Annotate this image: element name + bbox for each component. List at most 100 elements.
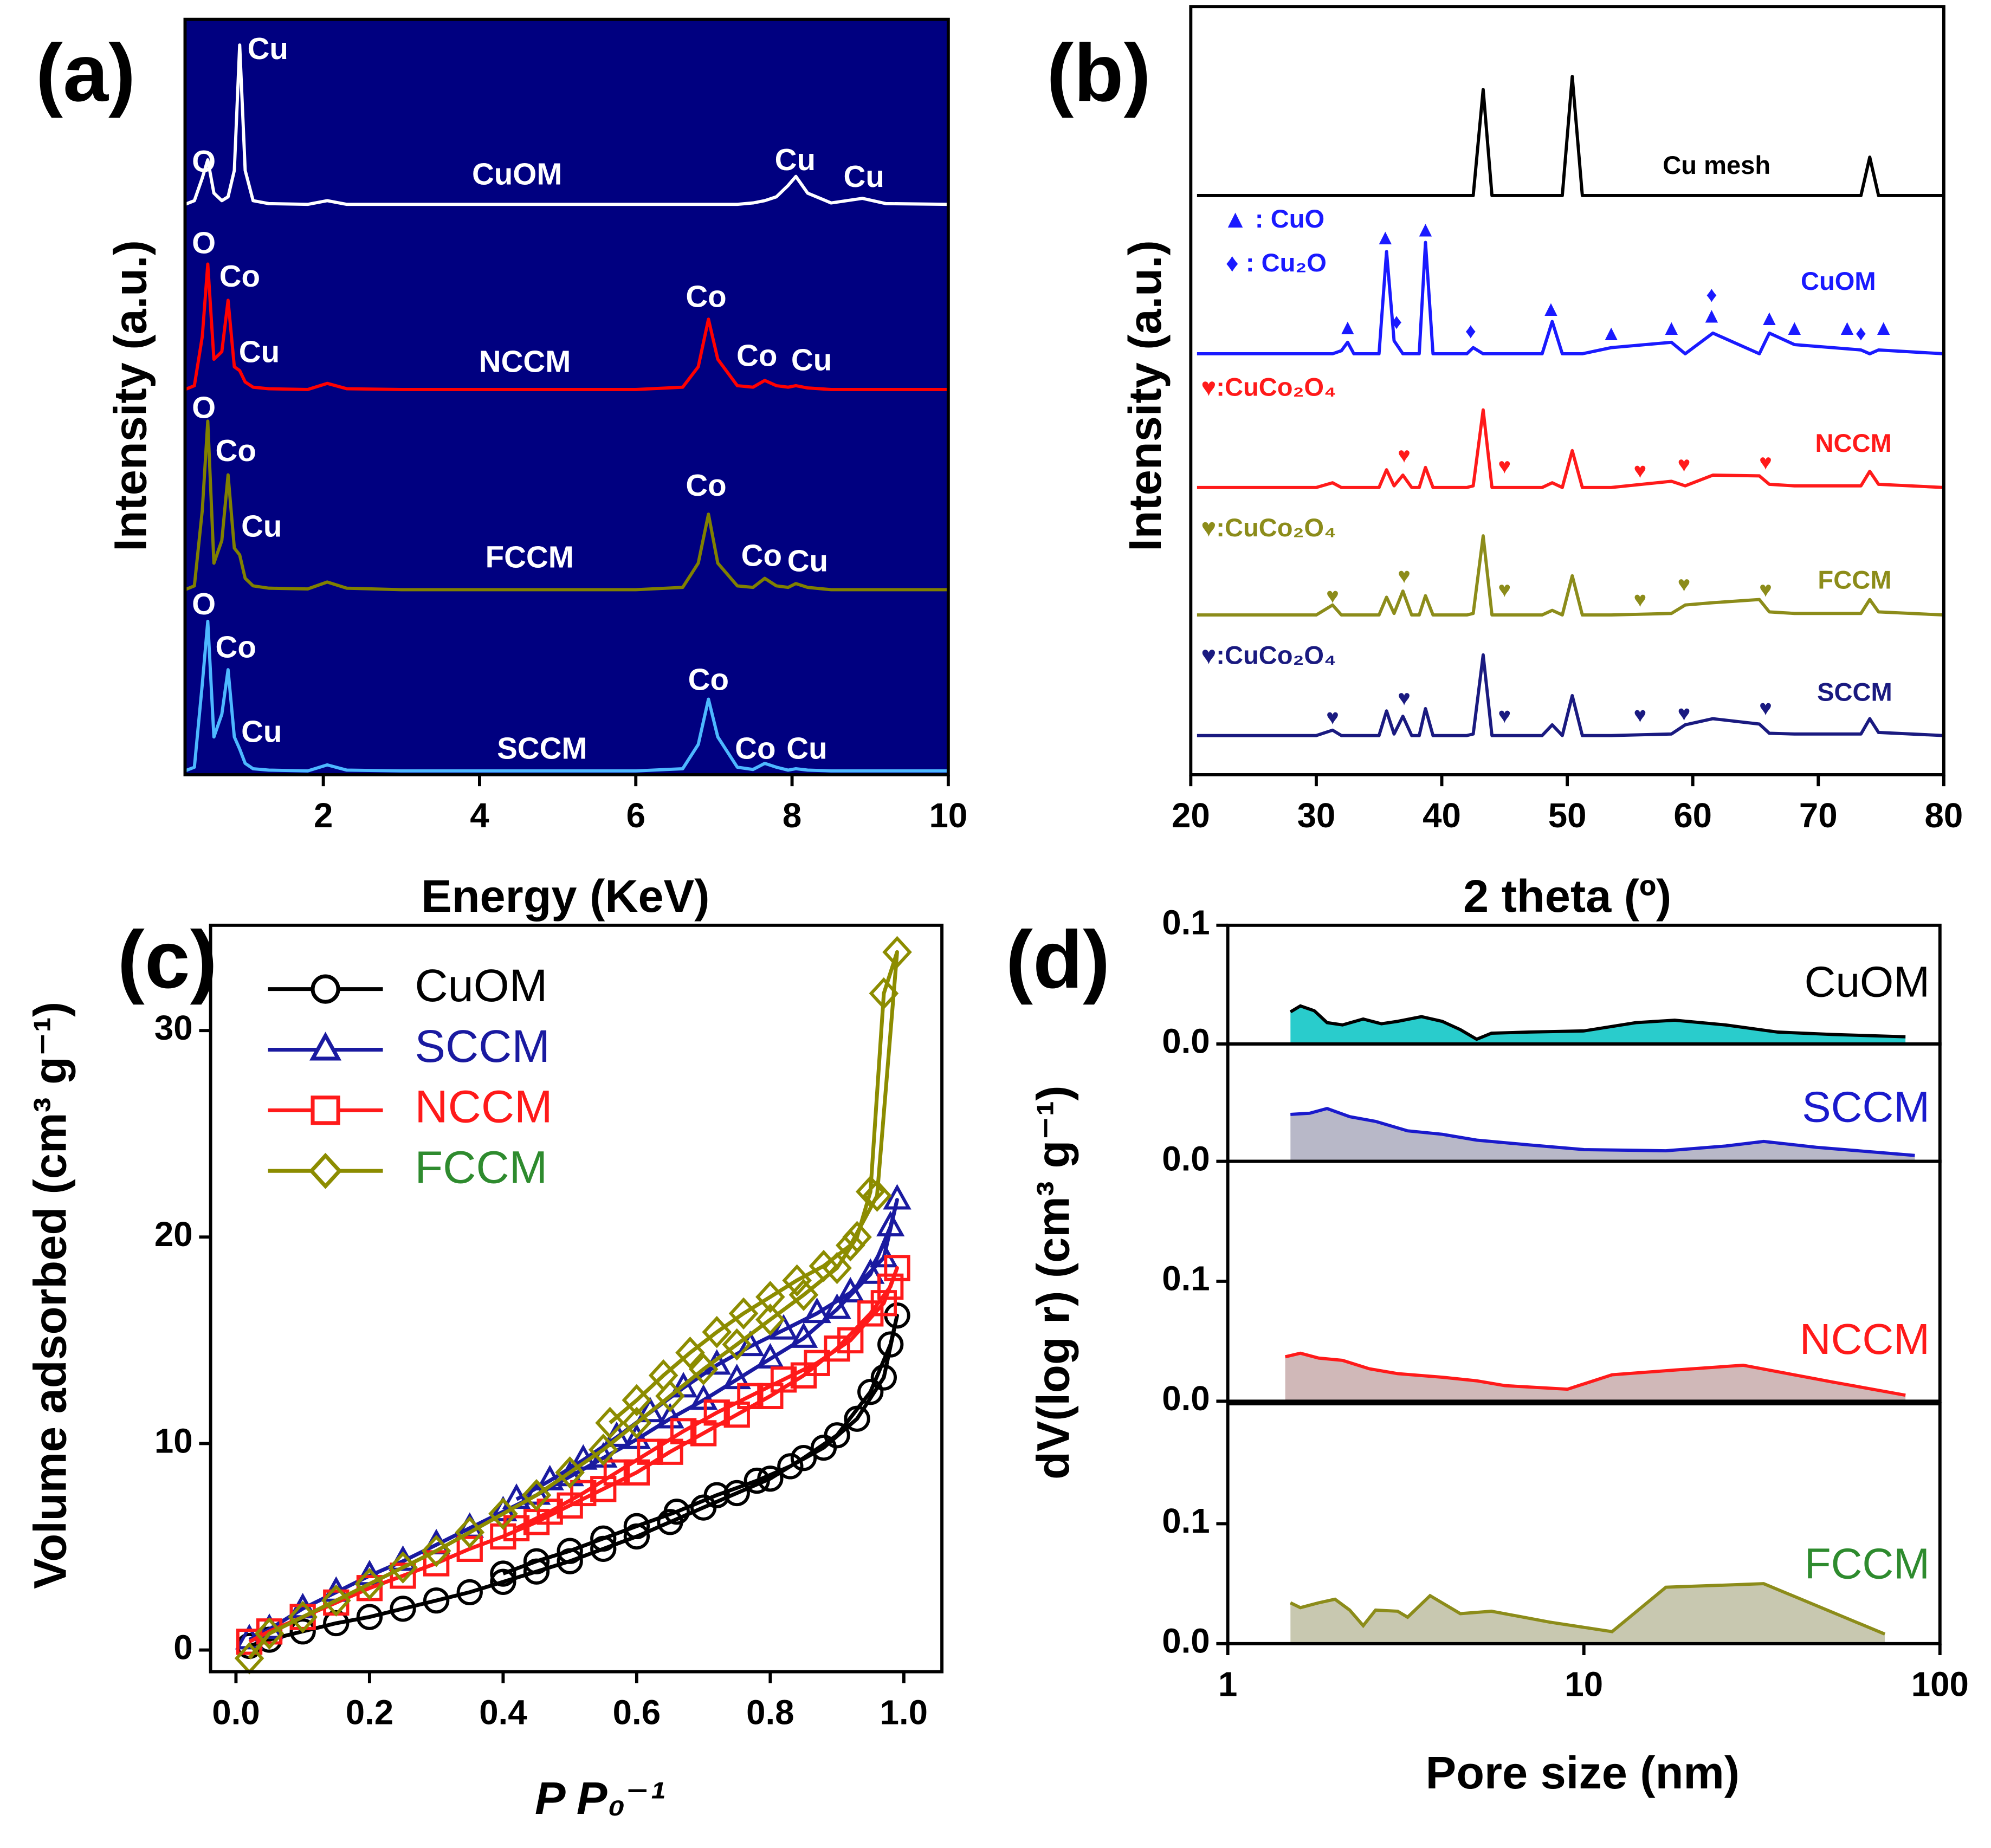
data-point: [456, 1579, 483, 1606]
data-point: [862, 1179, 892, 1212]
x-tick-label: 0.0: [212, 1693, 260, 1732]
data-point: [503, 1515, 530, 1541]
data-point: [557, 1548, 583, 1574]
annotation: Cu: [241, 715, 282, 749]
series-line: [184, 619, 948, 773]
legend-label: SCCM: [415, 1020, 550, 1072]
area-line: [1289, 1004, 1906, 1041]
data-point: [689, 1384, 718, 1410]
x-tick-label: 1.0: [880, 1693, 928, 1732]
data-point: [755, 1304, 785, 1336]
data-point: [388, 1551, 418, 1584]
annotation: Cu: [786, 731, 827, 765]
annotation: Cu mesh: [1663, 151, 1770, 179]
annotation: ♥: [1759, 450, 1772, 474]
annotation: Cu: [787, 544, 828, 578]
annotation: Co: [741, 539, 782, 573]
data-point: [622, 1384, 652, 1417]
data-point: [877, 1273, 904, 1300]
data-point: [655, 1380, 685, 1412]
panel-label: (a): [36, 27, 135, 118]
x-tick-label: 10: [929, 796, 968, 835]
data-point: [837, 1327, 864, 1354]
plot-frame: [209, 923, 944, 1674]
legend-label: NCCM: [415, 1081, 552, 1132]
data-point: [354, 1567, 385, 1600]
annotation: ♥: [1398, 564, 1411, 588]
y-tick-label: 0.0: [1162, 1139, 1210, 1178]
annotation: Co: [216, 433, 256, 468]
data-point: [288, 1600, 318, 1633]
data-point: [770, 1366, 797, 1393]
annotation: FCCM: [1818, 566, 1891, 594]
legend-marker: [308, 1152, 342, 1189]
data-point: [323, 1610, 350, 1637]
y-tick-label: 0: [173, 1628, 192, 1667]
data-point: [857, 1379, 884, 1405]
series-line: [248, 1198, 899, 1642]
x-tick-label: 8: [783, 796, 801, 835]
data-point: [523, 1548, 550, 1574]
annotation: O: [192, 390, 216, 424]
data-point: [557, 1538, 583, 1564]
data-point: [755, 1281, 785, 1313]
data-point: [636, 1396, 664, 1423]
x-tick-label: 50: [1548, 796, 1587, 835]
x-tick-label: 2: [314, 796, 333, 835]
x-tick-label: 4: [470, 796, 489, 835]
data-point: [702, 1315, 732, 1348]
data-point: [254, 1617, 285, 1650]
x-tick-label: 80: [1925, 796, 1963, 835]
y-tick-label: 0.0: [1162, 1379, 1210, 1418]
y-tick-label: 0.1: [1162, 1260, 1210, 1298]
data-point: [757, 1466, 784, 1492]
data-point: [822, 1252, 852, 1285]
y-axis-label: Volume adsorbed (cm³ g⁻¹): [24, 1002, 75, 1589]
data-point: [703, 1399, 730, 1426]
x-tick-label: 0.6: [613, 1693, 661, 1732]
series-line: [249, 1313, 899, 1648]
annotation: ▲: [1701, 304, 1723, 328]
annotation: ♦: [1391, 310, 1402, 334]
data-point: [869, 977, 899, 1010]
annotation: Co: [216, 630, 256, 664]
series-label: SCCM: [1802, 1083, 1930, 1131]
plot-background: [185, 19, 948, 775]
data-point: [622, 1406, 652, 1440]
data-point: [870, 1290, 897, 1317]
annotation: ♥: [1759, 696, 1772, 720]
data-point: [555, 1456, 585, 1489]
data-point: [356, 1604, 383, 1630]
annotation: ♦: [1706, 283, 1717, 307]
data-point: [535, 1464, 564, 1490]
annotation: ♥:CuCo₂O₄: [1201, 373, 1336, 401]
data-point: [769, 1314, 798, 1340]
data-point: [744, 1467, 770, 1494]
data-point: [789, 1322, 818, 1348]
annotation: ▲: [1759, 306, 1780, 330]
series-line: [184, 262, 948, 391]
y-axis-label: Intensity (a.u.): [1119, 240, 1171, 552]
data-point: [657, 1438, 683, 1465]
data-point: [870, 1364, 897, 1391]
y-tick-label: 0.1: [1162, 904, 1210, 942]
annotation: Co: [686, 280, 726, 314]
annotation: ♥: [1398, 444, 1411, 468]
data-point: [782, 1264, 812, 1297]
area-fill: [1285, 1353, 1906, 1402]
annotation: ♥: [1326, 584, 1339, 608]
annotation: ▲: [1374, 225, 1396, 249]
annotation: Co: [736, 338, 777, 372]
annotation: ♦: [1856, 321, 1866, 345]
annotation: ♥: [1634, 459, 1647, 483]
data-point: [595, 1406, 625, 1440]
data-point: [824, 1335, 850, 1362]
data-point: [521, 1479, 552, 1512]
data-point: [722, 1328, 752, 1361]
data-point: [809, 1249, 839, 1282]
data-point: [588, 1434, 618, 1466]
y-tick-label: 10: [154, 1422, 193, 1460]
plot-frame: [183, 17, 950, 776]
data-point: [844, 1405, 870, 1432]
